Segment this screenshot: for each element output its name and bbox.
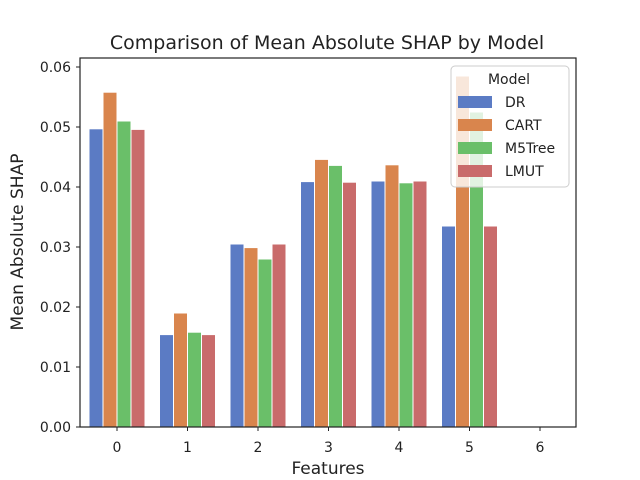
x-tick-label: 2 [254, 440, 263, 456]
bars-group [88, 75, 498, 428]
bar-m5tree-2 [257, 258, 273, 428]
bar-cart-2 [243, 247, 259, 428]
legend-swatch-dr [458, 96, 492, 108]
x-ticks: 0 1 2 3 4 5 6 [113, 427, 545, 456]
bar-m5tree-3 [328, 164, 343, 428]
x-tick-label: 5 [465, 440, 474, 456]
bar-lmut-3 [342, 181, 357, 428]
y-tick-label: 0.02 [40, 300, 71, 316]
bar-m5tree-4 [398, 182, 414, 428]
bar-dr-3 [300, 181, 315, 428]
x-tick-label: 3 [324, 440, 333, 456]
bar-lmut-1 [201, 334, 216, 428]
y-tick-label: 0.01 [40, 360, 71, 376]
bar-m5tree-0 [116, 120, 132, 428]
x-axis-label: Features [291, 459, 364, 479]
legend-label-cart: CART [505, 118, 542, 134]
bar-cart-0 [102, 91, 118, 428]
legend-label-dr: DR [505, 95, 526, 111]
x-tick-label: 1 [183, 440, 192, 456]
y-axis-label: Mean Absolute SHAP [8, 154, 28, 331]
bar-dr-5 [441, 225, 456, 428]
bar-cart-4 [384, 164, 400, 428]
legend: Model DR CART M5Tree LMUT [450, 65, 570, 188]
bar-lmut-4 [412, 180, 428, 428]
x-tick-label: 6 [536, 440, 545, 456]
legend-label-lmut: LMUT [505, 164, 544, 180]
y-tick-label: 0.04 [40, 180, 71, 196]
bar-dr-1 [159, 334, 174, 428]
x-tick-label: 0 [113, 440, 122, 456]
legend-swatch-lmut [458, 165, 492, 177]
x-tick-label: 4 [395, 440, 404, 456]
bar-cart-3 [314, 158, 329, 428]
y-tick-label: 0.00 [40, 420, 71, 436]
bar-dr-0 [88, 128, 104, 428]
legend-title: Model [488, 72, 530, 88]
bar-lmut-5 [483, 225, 498, 428]
bar-lmut-0 [130, 128, 146, 428]
y-tick-label: 0.06 [40, 60, 71, 76]
y-ticks: 0.00 0.01 0.02 0.03 0.04 0.05 0.06 [40, 60, 80, 436]
bar-m5tree-1 [187, 331, 202, 428]
legend-swatch-cart [458, 119, 492, 131]
bar-dr-2 [229, 243, 245, 428]
bar-lmut-2 [271, 243, 287, 428]
legend-swatch-m5tree [458, 142, 492, 154]
chart-title: Comparison of Mean Absolute SHAP by Mode… [110, 32, 544, 54]
bar-dr-4 [370, 180, 386, 428]
y-tick-label: 0.05 [40, 120, 71, 136]
legend-label-m5tree: M5Tree [505, 141, 555, 157]
y-tick-label: 0.03 [40, 240, 71, 256]
bar-cart-1 [173, 312, 188, 428]
